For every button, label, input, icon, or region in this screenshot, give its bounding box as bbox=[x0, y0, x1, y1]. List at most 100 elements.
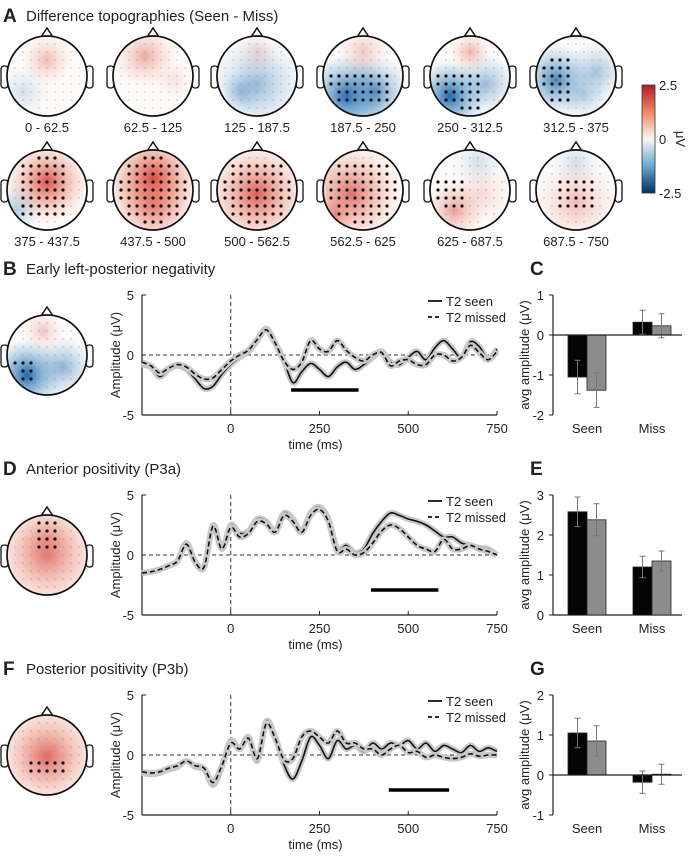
electrode bbox=[70, 562, 72, 564]
significant-electrode bbox=[590, 188, 594, 192]
electrode bbox=[22, 570, 24, 572]
electrode bbox=[543, 197, 545, 199]
electrode bbox=[338, 59, 340, 61]
significant-electrode bbox=[53, 761, 57, 765]
electrode bbox=[38, 730, 40, 732]
x-tick-label: 250 bbox=[309, 821, 331, 836]
electrode bbox=[30, 83, 32, 85]
positive-blob bbox=[15, 727, 79, 791]
electrode bbox=[22, 99, 24, 101]
significant-electrode bbox=[353, 164, 357, 168]
significant-electrode bbox=[444, 196, 448, 200]
electrode bbox=[54, 99, 56, 101]
nose-icon bbox=[40, 305, 54, 317]
electrode bbox=[469, 189, 471, 191]
electrode bbox=[575, 91, 577, 93]
significant-electrode bbox=[444, 90, 448, 94]
electrode bbox=[485, 197, 487, 199]
significant-electrode bbox=[369, 204, 373, 208]
significant-electrode bbox=[61, 761, 65, 765]
electrode bbox=[14, 746, 16, 748]
significant-electrode bbox=[558, 58, 562, 62]
electrode bbox=[54, 221, 56, 223]
significant-electrode bbox=[377, 98, 381, 102]
missed-series-line bbox=[141, 329, 498, 381]
electrode bbox=[62, 754, 64, 756]
electrode bbox=[78, 562, 80, 564]
significant-electrode bbox=[45, 761, 49, 765]
topography-time-label: 250 - 312.5 bbox=[437, 120, 503, 135]
electrode bbox=[38, 370, 40, 372]
positive-blob bbox=[536, 160, 616, 230]
electrode bbox=[461, 213, 463, 215]
significant-electrode bbox=[21, 180, 25, 184]
electrode bbox=[144, 75, 146, 77]
electrode bbox=[591, 213, 593, 215]
nose-icon bbox=[463, 26, 477, 38]
significant-electrode bbox=[369, 90, 373, 94]
significant-electrode bbox=[361, 204, 365, 208]
electrode bbox=[445, 67, 447, 69]
erp-plot-f: 5 0 -5 0 250 500 750 time (ms) Amplitude (μV) T2 … bbox=[108, 688, 508, 852]
electrode bbox=[280, 67, 282, 69]
significant-electrode bbox=[361, 180, 365, 184]
y-tick-label: 0 bbox=[537, 768, 544, 783]
electrode bbox=[264, 43, 266, 45]
electrode bbox=[144, 99, 146, 101]
electrode bbox=[575, 99, 577, 101]
electrode bbox=[78, 362, 80, 364]
electrode bbox=[152, 59, 154, 61]
electrode bbox=[453, 67, 455, 69]
electrode bbox=[264, 59, 266, 61]
electrode bbox=[559, 165, 561, 167]
electrode bbox=[461, 67, 463, 69]
electrode bbox=[14, 562, 16, 564]
significant-electrode bbox=[476, 74, 480, 78]
electrode bbox=[501, 181, 503, 183]
electrode bbox=[70, 338, 72, 340]
significant-electrode bbox=[151, 172, 155, 176]
significant-electrode bbox=[37, 164, 41, 168]
nose-icon bbox=[356, 140, 370, 152]
electrode bbox=[120, 75, 122, 77]
electrode bbox=[232, 75, 234, 77]
significant-electrode bbox=[53, 204, 57, 208]
significant-electrode bbox=[369, 212, 373, 216]
significant-electrode bbox=[345, 212, 349, 216]
significant-electrode bbox=[476, 98, 480, 102]
significant-electrode bbox=[21, 196, 25, 200]
significant-electrode bbox=[468, 106, 472, 110]
electrode bbox=[461, 173, 463, 175]
electrode bbox=[46, 354, 48, 356]
significant-electrode bbox=[377, 90, 381, 94]
electrode bbox=[583, 67, 585, 69]
significant-electrode bbox=[452, 196, 456, 200]
panel-letter: B bbox=[3, 259, 17, 280]
electrode bbox=[543, 181, 545, 183]
topography-time-label: 562.5 - 625 bbox=[330, 234, 396, 249]
electrode bbox=[152, 91, 154, 93]
significant-electrode bbox=[337, 196, 341, 200]
significant-electrode bbox=[476, 82, 480, 86]
significant-electrode bbox=[167, 204, 171, 208]
electrode bbox=[136, 51, 138, 53]
electrode bbox=[62, 538, 64, 540]
electrode bbox=[160, 91, 162, 93]
electrode bbox=[62, 530, 64, 532]
electrode bbox=[22, 746, 24, 748]
significant-electrode bbox=[582, 204, 586, 208]
electrode bbox=[386, 59, 388, 61]
electrode bbox=[152, 75, 154, 77]
electrode bbox=[22, 738, 24, 740]
error-bar bbox=[593, 725, 600, 757]
significant-electrode bbox=[337, 164, 341, 168]
significant-electrode bbox=[239, 164, 243, 168]
electrode bbox=[256, 59, 258, 61]
electrode bbox=[599, 75, 601, 77]
significant-electrode bbox=[29, 361, 33, 365]
significant-electrode bbox=[239, 196, 243, 200]
significant-electrode bbox=[345, 98, 349, 102]
error-bar bbox=[574, 717, 581, 749]
head-outline bbox=[6, 514, 88, 596]
